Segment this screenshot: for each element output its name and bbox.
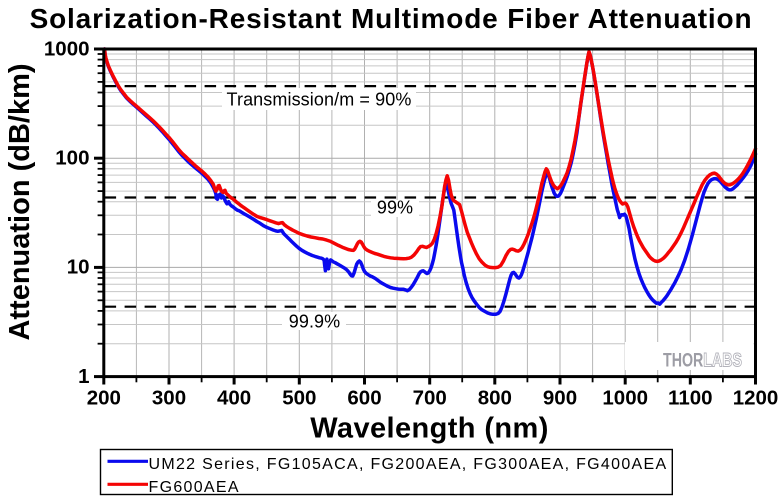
svg-text:1: 1 xyxy=(78,365,89,388)
svg-text:99.9%: 99.9% xyxy=(289,312,341,332)
svg-text:1200: 1200 xyxy=(733,387,779,410)
svg-text:99%: 99% xyxy=(377,198,413,218)
svg-text:Transmission/m = 90%: Transmission/m = 90% xyxy=(227,90,412,110)
svg-text:1100: 1100 xyxy=(668,387,712,410)
svg-text:300: 300 xyxy=(152,387,186,410)
svg-text:10: 10 xyxy=(67,256,90,279)
svg-text:UM22 Series, FG105ACA, FG200AE: UM22 Series, FG105ACA, FG200AEA, FG300AE… xyxy=(149,456,668,473)
svg-text:600: 600 xyxy=(347,387,381,410)
svg-text:200: 200 xyxy=(87,387,121,410)
svg-text:FG600AEA: FG600AEA xyxy=(149,479,240,496)
svg-text:Wavelength (nm): Wavelength (nm) xyxy=(310,413,549,445)
svg-text:500: 500 xyxy=(282,387,316,410)
svg-text:THORLABS: THORLABS xyxy=(663,349,742,371)
svg-text:700: 700 xyxy=(413,387,447,410)
svg-text:Attenuation (dB/km): Attenuation (dB/km) xyxy=(4,63,36,340)
svg-text:1000: 1000 xyxy=(44,37,90,60)
svg-text:900: 900 xyxy=(543,387,577,410)
svg-text:1000: 1000 xyxy=(602,387,648,410)
svg-text:100: 100 xyxy=(55,147,89,170)
svg-text:800: 800 xyxy=(478,387,512,410)
svg-text:Solarization-Resistant Multimo: Solarization-Resistant Multimode Fiber A… xyxy=(30,3,753,34)
svg-text:400: 400 xyxy=(217,387,251,410)
